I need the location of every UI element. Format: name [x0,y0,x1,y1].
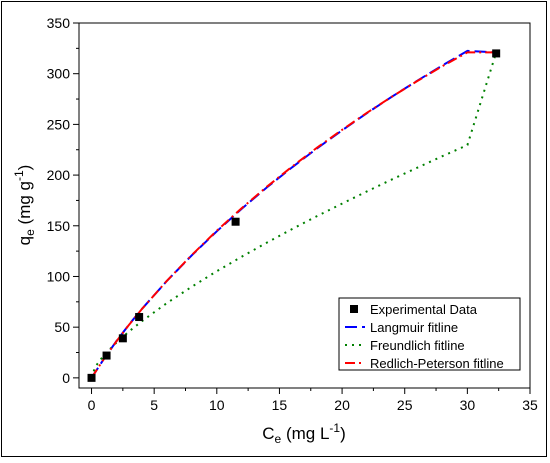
series-line-3 [90,51,497,379]
y-tick-label: 200 [47,167,71,183]
legend-label-experimental: Experimental Data [370,302,478,317]
x-tick-label: 15 [272,397,288,413]
series-line-2 [90,52,498,379]
x-tick-label: 30 [460,397,476,413]
x-tick-label: 20 [334,397,350,413]
y-axis-label: qe (mg g-1) [12,165,37,246]
y-tick-label: 300 [47,66,71,82]
x-tick-label: 10 [209,397,225,413]
legend-box [338,297,521,371]
chart-frame: 0 5 10 15 20 25 30 35 0 50 100 150 200 250 300 350 Ce (… [1,1,547,457]
experimental-point [87,373,96,382]
y-tick-label: 50 [54,319,70,335]
x-tick-label: 0 [88,397,96,413]
fit-lines [90,49,498,379]
legend-label-1: Langmuir fitline [370,320,458,335]
y-tick-label: 350 [47,15,71,31]
experimental-points [87,49,501,382]
legend-label-3: Redlich-Peterson fitline [370,356,504,371]
legend-label-2: Freundlich fitline [370,338,465,353]
legend: Experimental Data Langmuir fitline Freund… [338,297,521,371]
x-tick-label: 35 [522,397,538,413]
experimental-point [231,217,240,226]
experimental-point [118,334,127,343]
x-axis-label: Ce (mg L-1) [262,421,346,446]
plot-area [78,22,531,389]
experimental-point [102,351,111,360]
x-tick-label: 25 [397,397,413,413]
y-tick-label: 100 [47,268,71,284]
legend-marker-experimental [350,305,358,313]
y-tick-label: 150 [47,218,71,234]
x-tick-label: 5 [150,397,158,413]
y-tick-label: 250 [47,116,71,132]
experimental-point [492,49,501,58]
experimental-point [135,313,144,322]
y-tick-label: 0 [62,370,70,386]
